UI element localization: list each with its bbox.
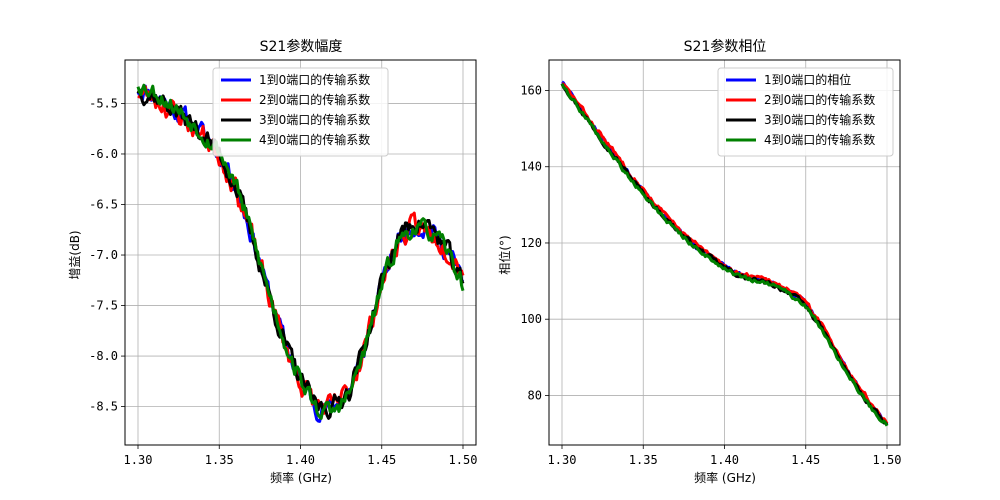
y-tick-label: 120 xyxy=(520,236,542,250)
chart-title: S21参数相位 xyxy=(684,38,767,55)
legend-box xyxy=(717,67,894,157)
chart-s21-phase: S21参数相位 频率 (GHz) 相位(°) 1.30 1.35 1.40 1.45 1… xyxy=(497,38,901,485)
series-line-4 xyxy=(136,83,465,420)
x-tick-label: 1.40 xyxy=(286,453,315,467)
y-tick-label: -8.5 xyxy=(89,400,118,414)
x-axis-label: 频率 (GHz) xyxy=(694,470,756,485)
y-tick-label: 140 xyxy=(520,160,542,174)
y-tick-label: -5.5 xyxy=(89,96,118,110)
legend-label: 2到0端口的传输系数 xyxy=(259,92,370,107)
chart-title: S21参数幅度 xyxy=(260,38,343,55)
x-tick-label: 1.35 xyxy=(629,453,658,467)
x-tick-label: 1.50 xyxy=(873,453,902,467)
x-tick-label: 1.40 xyxy=(710,453,739,467)
chart-s21-magnitude: S21参数幅度 频率 (GHz) 增益(dB) 1.30 1.35 1.40 1.45… xyxy=(68,38,477,485)
legend-label: 3到0端口的传输系数 xyxy=(764,112,875,127)
legend-label: 3到0端口的传输系数 xyxy=(259,112,370,127)
legend-label: 1到0端口的相位 xyxy=(764,72,851,87)
y-axis-label: 相位(°) xyxy=(497,235,512,274)
y-tick-label: -6.0 xyxy=(89,147,118,161)
axis-ticks: 1.30 1.35 1.40 1.45 1.50 80 100 120 140 160 xyxy=(520,83,901,467)
legend-label: 1到0端口的传输系数 xyxy=(259,72,370,87)
legend-box xyxy=(212,67,389,157)
x-tick-label: 1.45 xyxy=(791,453,820,467)
y-tick-label: -8.0 xyxy=(89,349,118,363)
y-tick-label: 160 xyxy=(520,83,542,97)
x-tick-label: 1.30 xyxy=(548,453,577,467)
x-tick-label: 1.30 xyxy=(124,453,153,467)
legend: 1到0端口的传输系数 2到0端口的传输系数 3到0端口的传输系数 4到0端口的传输系数 xyxy=(212,67,389,157)
y-tick-label: 80 xyxy=(528,388,542,402)
x-tick-label: 1.45 xyxy=(367,453,396,467)
plot-lines xyxy=(136,83,465,423)
y-tick-label: -6.5 xyxy=(89,198,118,212)
series-line-4 xyxy=(560,83,889,427)
x-axis-label: 频率 (GHz) xyxy=(270,470,332,485)
plot-lines xyxy=(560,80,889,427)
y-tick-label: -7.0 xyxy=(89,248,118,262)
x-tick-label: 1.50 xyxy=(449,453,478,467)
y-tick-label: -7.5 xyxy=(89,299,118,313)
axis-ticks: 1.30 1.35 1.40 1.45 1.50 -8.5 -8.0 -7.5 -7.0 -6.5… xyxy=(89,96,477,467)
legend-label: 4到0端口的传输系数 xyxy=(764,132,875,147)
y-axis-label: 增益(dB) xyxy=(68,230,82,279)
x-tick-label: 1.35 xyxy=(205,453,234,467)
y-tick-label: 100 xyxy=(520,312,542,326)
legend-label: 2到0端口的传输系数 xyxy=(764,92,875,107)
legend-label: 4到0端口的传输系数 xyxy=(259,132,370,147)
legend: 1到0端口的相位 2到0端口的传输系数 3到0端口的传输系数 4到0端口的传输系数 xyxy=(717,67,894,157)
